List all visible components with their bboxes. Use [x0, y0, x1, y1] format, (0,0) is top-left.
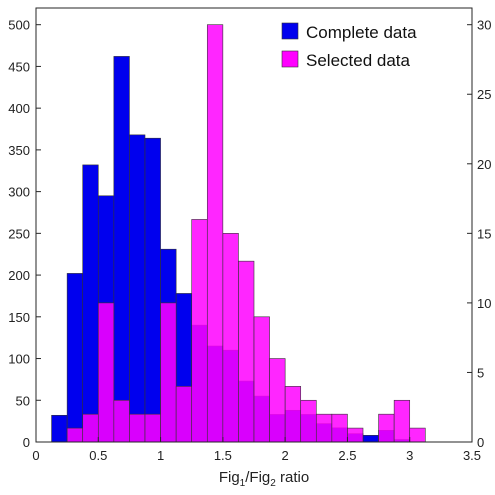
left-y-tick-label: 200 — [8, 268, 30, 283]
legend-swatch — [281, 50, 299, 68]
left-y-tick-label: 150 — [8, 310, 30, 325]
left-y-tick-label: 350 — [8, 143, 30, 158]
selected-data-bar — [378, 413, 395, 443]
selected-data-bar — [206, 24, 224, 443]
selected-data-bar — [253, 316, 270, 443]
selected-data-bars — [66, 24, 426, 443]
selected-data-bar — [347, 427, 364, 443]
x-tick-label: 2 — [282, 448, 289, 463]
x-axis-label-part: /Fig — [245, 469, 270, 486]
selected-data-bar — [409, 427, 426, 443]
selected-data-bar — [315, 413, 333, 443]
x-axis-label-subscript: 2 — [270, 478, 276, 489]
selected-data-bar — [66, 427, 84, 443]
x-tick-label: 3.5 — [463, 448, 481, 463]
plot-frame — [35, 7, 473, 443]
selected-data-bar — [97, 302, 115, 443]
x-axis-label-part: Fig — [219, 469, 240, 486]
selected-data-bar — [82, 413, 99, 443]
right-y-tick-label: 10 — [477, 296, 491, 311]
complete-data-bar — [82, 164, 99, 443]
complete-data-bar — [51, 414, 68, 443]
x-tick-label: 0.5 — [89, 448, 107, 463]
selected-data-bar — [113, 399, 130, 443]
selected-data-bar — [191, 219, 208, 443]
right-y-tick-label: 20 — [477, 157, 491, 172]
legend-swatch — [281, 22, 299, 40]
selected-data-bar — [269, 358, 286, 443]
x-tick-label: 0 — [32, 448, 39, 463]
complete-data-bar — [66, 273, 84, 443]
x-tick-label: 3 — [406, 448, 413, 463]
left-y-tick-label: 400 — [8, 101, 30, 116]
right-y-tick-label: 15 — [477, 226, 491, 241]
complete-data-bar — [144, 137, 161, 443]
x-axis-label-part: ratio — [276, 469, 309, 486]
x-axis-label: Fig1/Fig2 ratio — [219, 469, 309, 489]
left-y-tick-label: 500 — [8, 18, 30, 33]
selected-data-bar — [331, 413, 348, 443]
legend-label: Complete data — [306, 23, 417, 42]
selected-data-bar — [160, 302, 177, 443]
complete-data-bar — [362, 435, 379, 443]
left-y-axis-ticks: 0 50 100 150 200 250 300 350 400 450 500 — [8, 18, 41, 450]
right-y-tick-label: 0 — [477, 435, 484, 450]
selected-data-bar — [144, 413, 161, 443]
selected-data-bar — [238, 260, 255, 443]
legend-label: Selected data — [306, 51, 411, 70]
left-y-tick-label: 0 — [23, 435, 30, 450]
x-axis-label-subscript: 1 — [240, 478, 246, 489]
x-tick-label: 2.5 — [338, 448, 356, 463]
selected-data-bar — [284, 386, 302, 443]
x-tick-label: 1.5 — [214, 448, 232, 463]
selected-data-bar — [175, 386, 193, 443]
complete-data-bar — [113, 56, 130, 443]
left-y-tick-label: 450 — [8, 59, 30, 74]
right-y-tick-label: 30 — [477, 18, 491, 33]
legend: Complete data Selected data — [281, 22, 417, 70]
complete-data-bar — [129, 134, 146, 443]
selected-data-bar — [129, 413, 146, 443]
left-y-tick-label: 300 — [8, 185, 30, 200]
selected-data-bar — [222, 233, 239, 443]
x-axis-ticks: 0 0.5 1 1.5 2 2.5 3 3.5 — [32, 437, 481, 463]
right-y-tick-label: 25 — [477, 87, 491, 102]
selected-data-bar — [393, 399, 411, 443]
selected-data-bar — [300, 399, 317, 443]
left-y-tick-label: 250 — [8, 226, 30, 241]
left-y-tick-label: 100 — [8, 352, 30, 367]
left-y-tick-label: 50 — [16, 393, 30, 408]
right-y-axis-ticks: 0 5 10 15 20 25 30 — [467, 18, 491, 450]
right-y-tick-label: 5 — [477, 365, 484, 380]
x-tick-label: 1 — [157, 448, 164, 463]
